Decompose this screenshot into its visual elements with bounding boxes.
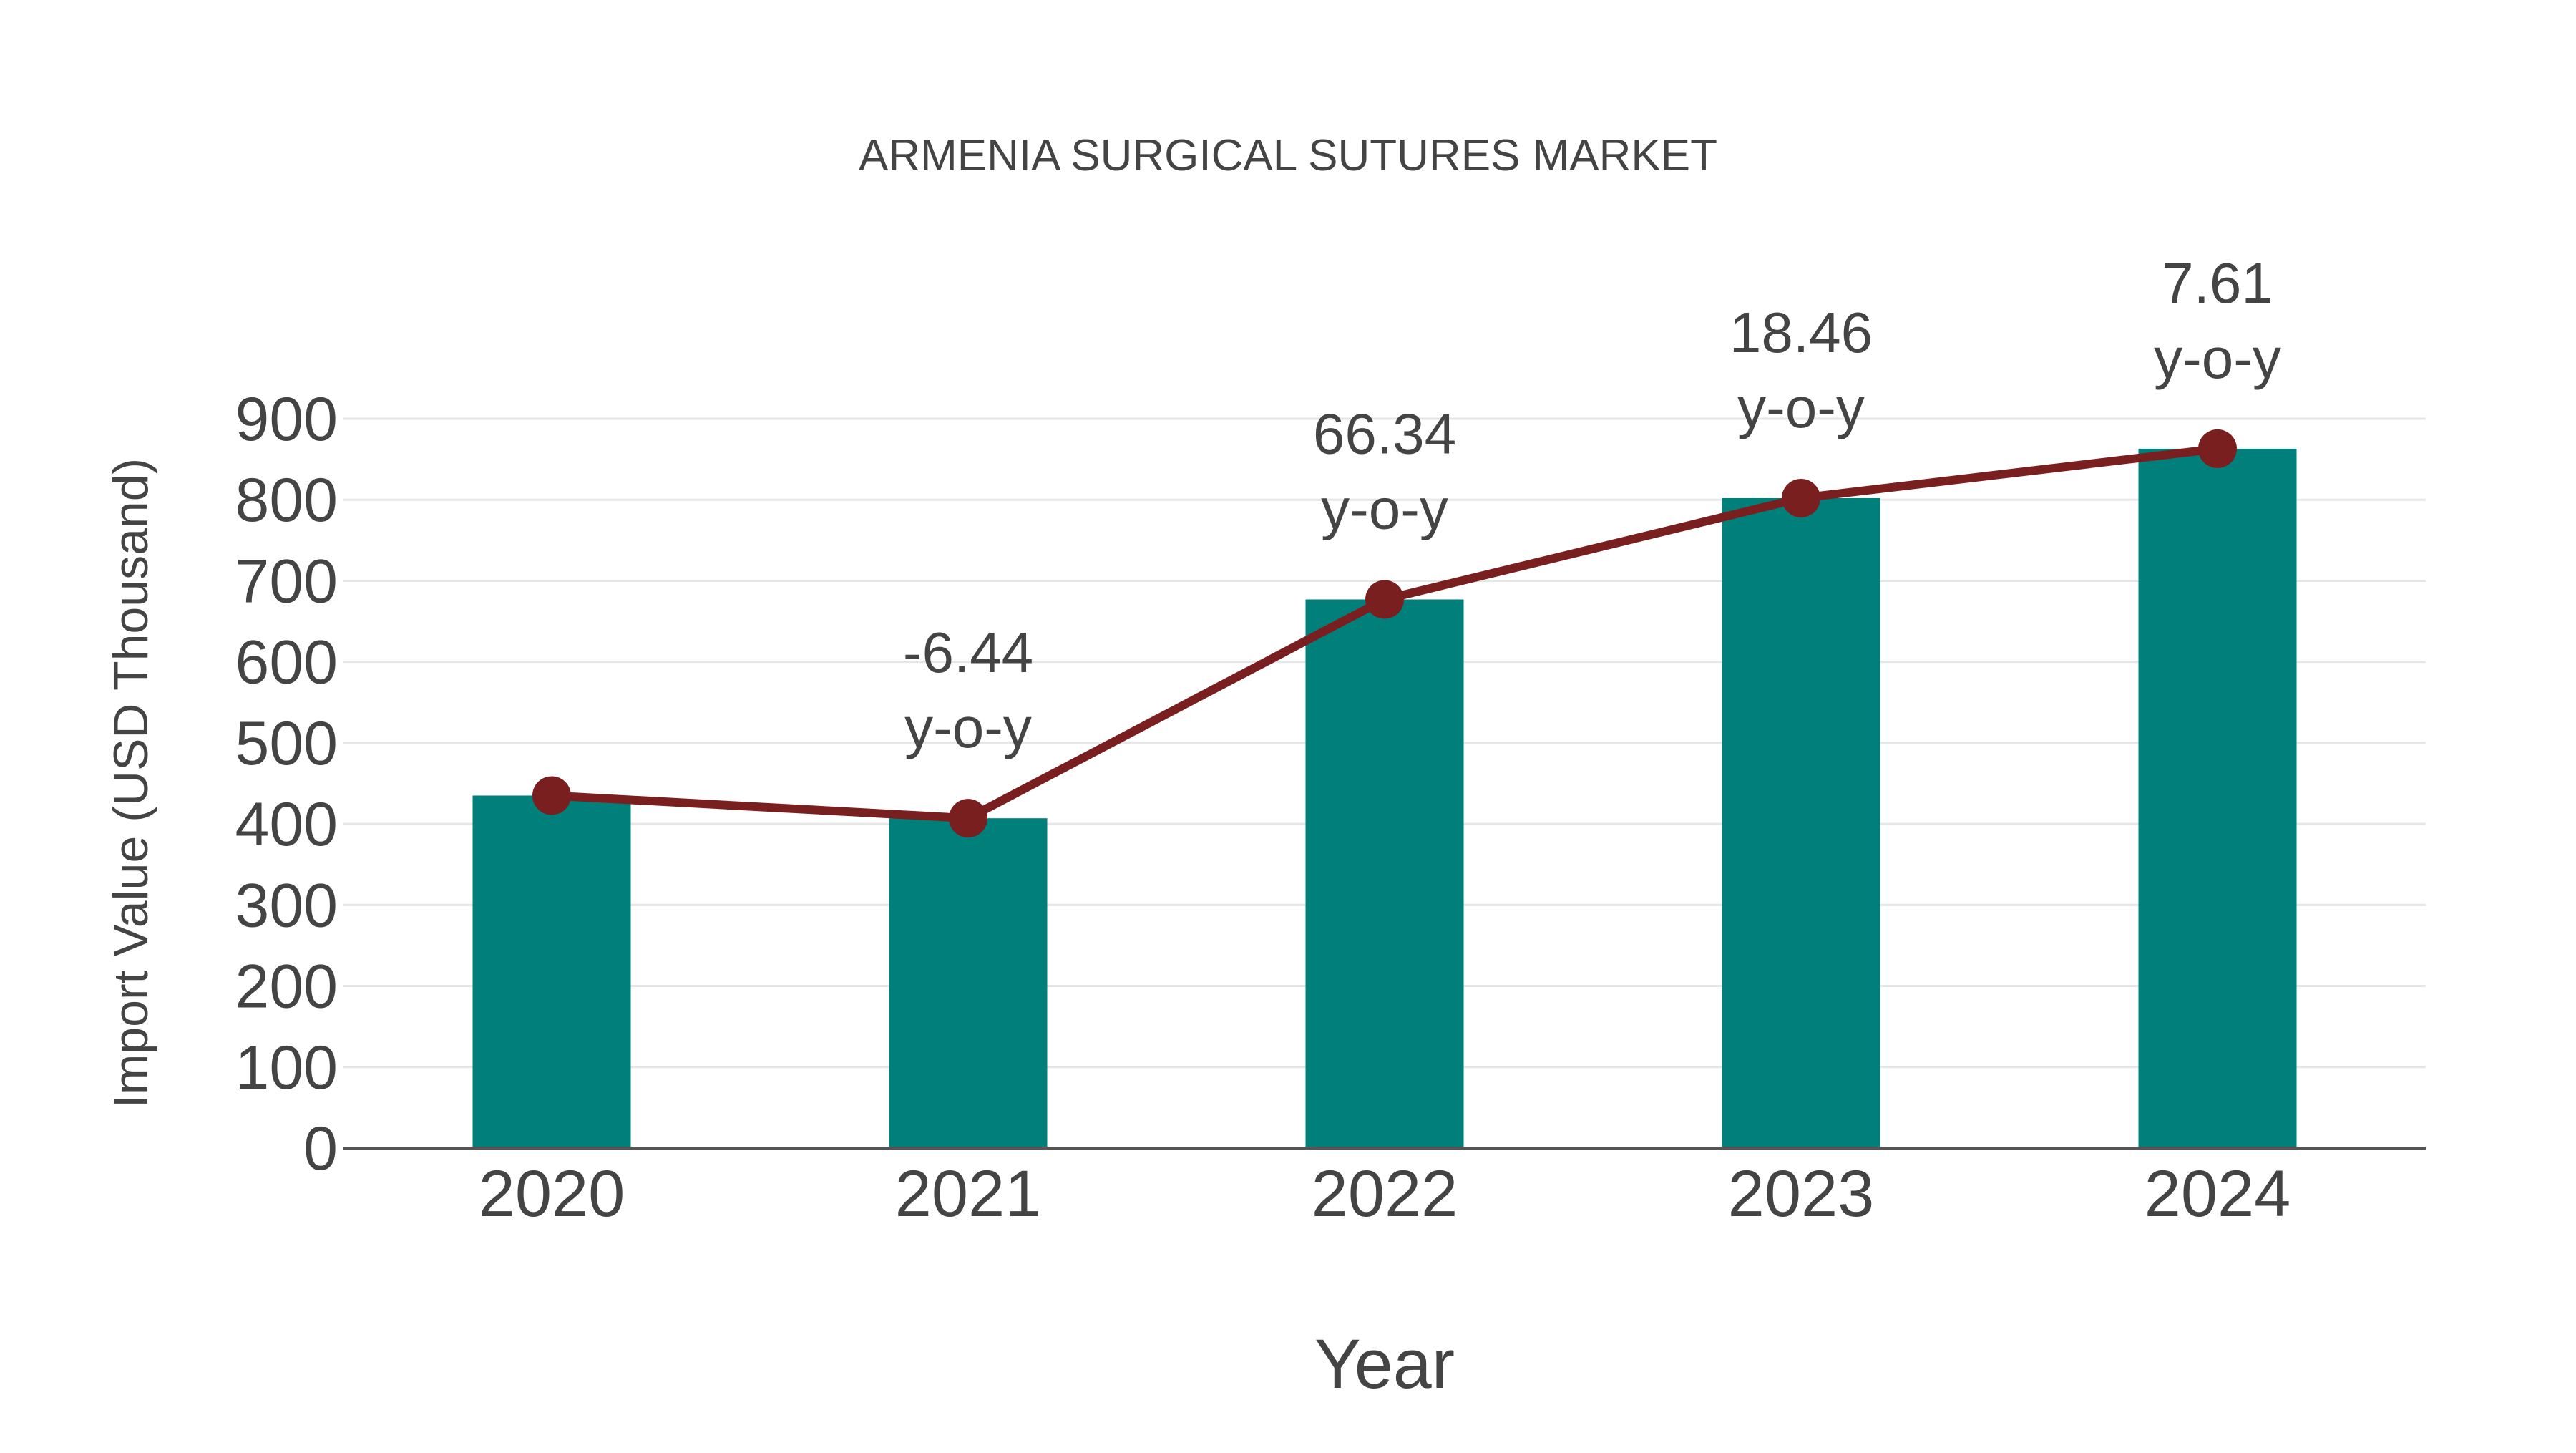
x-tick-label: 2021: [895, 1157, 1042, 1230]
line-marker: [1782, 478, 1820, 517]
yoy-suffix: y-o-y: [1737, 376, 1865, 439]
x-tick-label: 2020: [479, 1157, 625, 1230]
x-axis-ticks: 2020 2021 2022 2023 2024: [479, 1157, 2291, 1230]
bar-series: [472, 448, 2297, 1148]
chart-title: ARMENIA SURGICAL SUTURES MARKET: [858, 131, 1717, 180]
line-marker: [949, 799, 987, 838]
y-axis-ticks: 0 100 200 300 400 500 600 700 800 900: [235, 385, 338, 1183]
line-series: [532, 429, 2237, 838]
x-axis-title: Year: [1314, 1325, 1455, 1403]
y-tick-label: 900: [235, 385, 338, 454]
y-tick-label: 0: [303, 1114, 338, 1183]
line-marker: [1365, 580, 1404, 619]
yoy-suffix: y-o-y: [1321, 477, 1448, 540]
yoy-value: -6.44: [903, 621, 1033, 684]
y-tick-label: 200: [235, 953, 338, 1021]
y-tick-label: 700: [235, 547, 338, 616]
bar-2020: [472, 795, 631, 1148]
bar-2023: [1722, 497, 1880, 1148]
bar-2024: [2138, 448, 2297, 1148]
yoy-value: 7.61: [2162, 251, 2273, 315]
y-tick-label: 600: [235, 628, 338, 697]
y-tick-label: 300: [235, 871, 338, 940]
y-tick-label: 100: [235, 1034, 338, 1102]
yoy-suffix: y-o-y: [2154, 326, 2281, 390]
y-axis-title: Import Value (USD Thousand): [104, 457, 158, 1109]
yoy-value: 18.46: [1729, 301, 1873, 364]
line-marker: [532, 776, 571, 815]
yoy-annotations: -6.44 y-o-y 66.34 y-o-y 18.46 y-o-y 7.61 y-o-y: [903, 251, 2281, 759]
x-tick-label: 2024: [2145, 1157, 2291, 1230]
x-tick-label: 2023: [1728, 1157, 1875, 1230]
y-tick-label: 500: [235, 709, 338, 778]
line-marker: [2198, 429, 2237, 468]
bar-2022: [1305, 599, 1464, 1148]
yoy-value: 66.34: [1313, 402, 1456, 465]
yoy-suffix: y-o-y: [904, 696, 1032, 759]
y-tick-label: 800: [235, 466, 338, 535]
bar-2021: [889, 818, 1048, 1148]
x-tick-label: 2022: [1312, 1157, 1458, 1230]
y-tick-label: 400: [235, 790, 338, 859]
